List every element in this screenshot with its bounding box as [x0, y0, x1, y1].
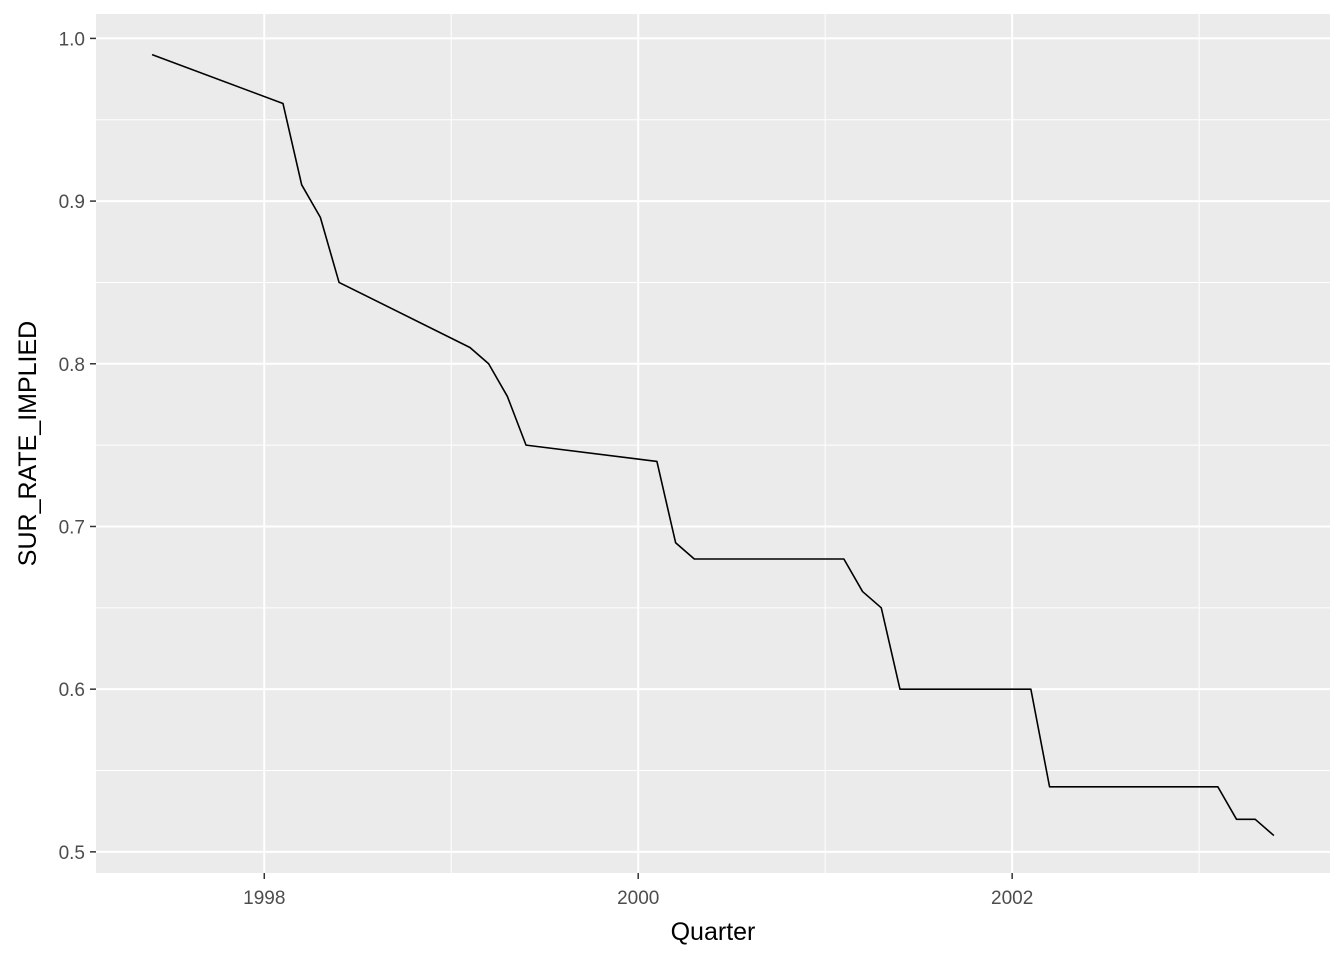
x-tick-label: 1998 — [243, 888, 285, 909]
y-tick-label: 0.6 — [59, 680, 85, 701]
y-tick-label: 1.0 — [59, 29, 85, 50]
major-gridlines — [96, 14, 1330, 873]
axis-ticks — [90, 37, 1013, 879]
y-axis-title: SUR_RATE_IMPLIED — [14, 321, 42, 566]
x-tick-label: 2002 — [991, 888, 1033, 909]
y-tick-label: 0.7 — [59, 517, 85, 538]
y-tick-label: 0.9 — [59, 192, 85, 213]
x-axis-title: Quarter — [671, 918, 756, 946]
y-tick-label: 0.5 — [59, 843, 85, 864]
minor-gridlines — [96, 14, 1330, 873]
plot-panel — [96, 14, 1330, 873]
y-tick-label: 0.8 — [59, 355, 85, 376]
tick-labels: 1998 2000 2002 0.5 0.6 0.7 0.8 0.9 1.0 — [59, 29, 1034, 909]
x-tick-label: 2000 — [617, 888, 659, 909]
series-line — [151, 53, 1275, 837]
